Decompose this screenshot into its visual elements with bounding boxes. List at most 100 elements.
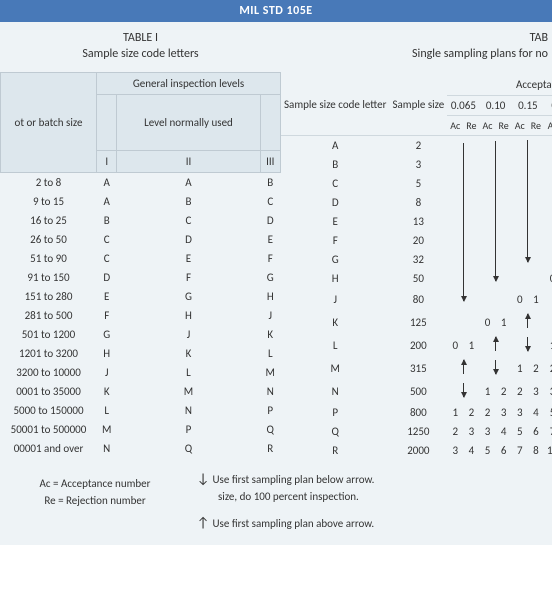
- level-cell: G: [260, 268, 280, 287]
- down-arrow-icon: [480, 357, 512, 380]
- code-cell: B: [281, 155, 389, 174]
- code-cell: M: [281, 357, 389, 380]
- level-cell: E: [260, 230, 280, 249]
- range-cell: 281 to 500: [1, 306, 97, 325]
- up-arrow-icon: [512, 311, 544, 334]
- table2-hdr-code: Sample size code letter: [281, 72, 389, 136]
- range-cell: 51 to 90: [1, 249, 97, 268]
- ac-header: Ac: [447, 116, 463, 136]
- size-cell: 3: [389, 155, 447, 174]
- level-cell: M: [117, 382, 260, 401]
- level-cell: P: [117, 420, 260, 439]
- table1: ot or batch size General inspection leve…: [0, 72, 281, 458]
- table1-group-hdr: General inspection levels: [97, 73, 281, 95]
- range-cell: 26 to 50: [1, 230, 97, 249]
- table-row: J8001: [281, 288, 552, 311]
- aql-header: 0.25: [544, 96, 552, 116]
- legend-down-text1: Use first sampling plan below arrow.: [213, 473, 375, 486]
- size-cell: 32: [389, 250, 447, 269]
- down-arrow-icon: [512, 334, 544, 357]
- arrow-vertex: [447, 311, 479, 334]
- up-arrow-icon: [544, 288, 552, 311]
- ac-value: 2: [512, 380, 528, 403]
- table-row: L2000112: [281, 334, 552, 357]
- ac-value: 5: [480, 441, 496, 460]
- level-cell: H: [97, 344, 117, 363]
- range-cell: 91 to 150: [1, 268, 97, 287]
- table1-col-III: III: [260, 151, 280, 173]
- table-row: 50001 to 500000MPQ: [1, 420, 281, 439]
- up-arrow-icon: ↑: [196, 512, 210, 533]
- ac-header: Ac: [544, 116, 552, 136]
- size-cell: 13: [389, 212, 447, 231]
- level-cell: J: [260, 306, 280, 325]
- level-cell: C: [97, 230, 117, 249]
- legend: Ac = Acceptance number Re = Rejection nu…: [0, 460, 552, 545]
- size-cell: 50: [389, 269, 447, 288]
- legend-ac: Ac = Acceptance number: [10, 476, 180, 493]
- table-row: M3151223: [281, 357, 552, 380]
- level-cell: F: [97, 306, 117, 325]
- table1-col-II: II: [117, 151, 260, 173]
- ac-value: 1: [447, 403, 463, 422]
- level-cell: B: [97, 211, 117, 230]
- ac-value: 3: [480, 422, 496, 441]
- re-header: Re: [528, 116, 544, 136]
- level-cell: L: [117, 363, 260, 382]
- table-row: P80012233456: [281, 403, 552, 422]
- table1-col-III-blank: [260, 95, 280, 151]
- down-arrow-icon: [480, 136, 512, 289]
- level-cell: C: [97, 249, 117, 268]
- table-row: 51 to 90CEF: [1, 249, 281, 268]
- re-value: 6: [528, 422, 544, 441]
- re-value: 4: [528, 403, 544, 422]
- tables-wrap: TABLE I Sample size code letters ot or b…: [0, 22, 552, 460]
- level-cell: G: [97, 325, 117, 344]
- table-row: 2 to 8AAB: [1, 173, 281, 193]
- re-value: 2: [528, 357, 544, 380]
- re-header: Re: [463, 116, 479, 136]
- size-cell: 1250: [389, 422, 447, 441]
- table2-pane: TAB Single sampling plans for no Sample …: [281, 22, 552, 460]
- re-value: 2: [496, 380, 512, 403]
- table2: Sample size code letter Sample size Acce…: [281, 72, 552, 460]
- table-row: 151 to 280EGH: [1, 287, 281, 306]
- size-cell: 80: [389, 288, 447, 311]
- ac-header: Ac: [512, 116, 528, 136]
- size-cell: 315: [389, 357, 447, 380]
- table2-cap2: Single sampling plans for no: [285, 46, 548, 62]
- ac-value: 2: [447, 422, 463, 441]
- level-cell: K: [260, 325, 280, 344]
- table-row: A2: [281, 136, 552, 156]
- ac-value: 0: [544, 269, 552, 288]
- table-row: 00001 and overNQR: [1, 439, 281, 458]
- up-arrow-icon: [447, 357, 479, 380]
- down-arrow-icon: [447, 380, 479, 403]
- code-cell: J: [281, 288, 389, 311]
- arrow-vertex: [512, 269, 544, 288]
- legend-keyright: ↓ Use first sampling plan below arrow. s…: [196, 468, 542, 533]
- code-cell: D: [281, 193, 389, 212]
- level-cell: H: [260, 287, 280, 306]
- table-row: 281 to 500FHJ: [1, 306, 281, 325]
- ac-value: 5: [544, 403, 552, 422]
- re-header: Re: [496, 116, 512, 136]
- code-cell: Q: [281, 422, 389, 441]
- code-cell: P: [281, 403, 389, 422]
- level-cell: H: [117, 306, 260, 325]
- table-row: 26 to 50CDE: [1, 230, 281, 249]
- doc-title: MIL STD 105E: [0, 0, 552, 22]
- table-row: Q125023345678: [281, 422, 552, 441]
- code-cell: C: [281, 174, 389, 193]
- table-row: N500122334: [281, 380, 552, 403]
- re-value: 4: [496, 422, 512, 441]
- size-cell: 800: [389, 403, 447, 422]
- level-cell: F: [260, 249, 280, 268]
- table-row: 9 to 15ABC: [1, 192, 281, 211]
- table-row: 5000 to 150000LNP: [1, 401, 281, 420]
- table-row: 91 to 150DFG: [1, 268, 281, 287]
- code-cell: E: [281, 212, 389, 231]
- re-value: 8: [528, 441, 544, 460]
- re-value: 3: [528, 380, 544, 403]
- ac-value: 3: [447, 441, 463, 460]
